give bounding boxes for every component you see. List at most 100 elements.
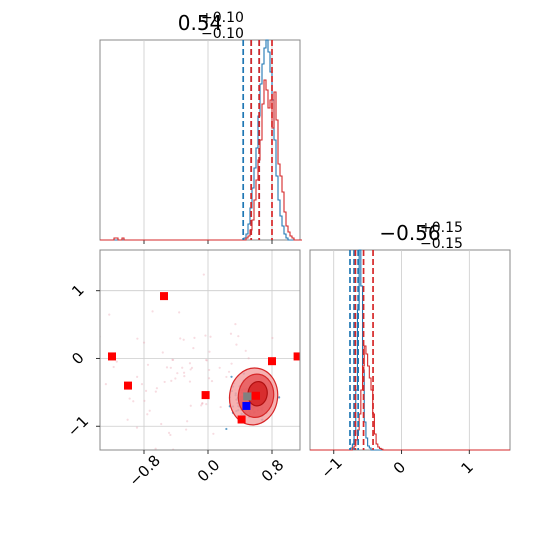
sample-point-pink <box>220 459 222 461</box>
sample-point-pink <box>165 467 167 469</box>
marginal-x-series-1 <box>100 79 302 241</box>
sample-point-pink <box>212 432 215 435</box>
sample-point-pink <box>227 370 231 373</box>
sample-point-pink <box>146 413 149 416</box>
sample-point-pink <box>234 323 237 326</box>
marginal-y-histograms <box>310 249 510 451</box>
marginal-y-title-minus: −0.15 <box>420 236 463 252</box>
sample-point-pink <box>161 351 164 354</box>
sample-point-pink <box>208 350 211 353</box>
sample-point-pink <box>204 358 208 362</box>
sample-point-pink <box>201 402 204 405</box>
marginal-y-frame <box>309 249 511 451</box>
joint-y-tick-label: −1 <box>64 412 92 440</box>
marker-red <box>108 352 116 361</box>
sample-point-pink <box>172 358 175 362</box>
sample-point-pink <box>165 366 169 369</box>
joint-y-ticks: −1 0 1 <box>64 281 100 440</box>
sample-point-pink <box>200 404 203 407</box>
marginal-y-grid <box>333 250 470 450</box>
marginal-x-quantile-lines <box>242 40 273 240</box>
sample-point-pink <box>136 337 139 340</box>
marginal-x-title-plus: +0.10 <box>201 10 244 26</box>
joint-x-ticks: −0.8 0.0 0.8 <box>125 450 288 490</box>
sample-point-pink <box>148 409 151 412</box>
sample-point-pink <box>209 335 212 338</box>
marker-red <box>268 357 276 366</box>
sample-point-pink <box>189 404 192 407</box>
sample-point-pink <box>140 383 144 386</box>
sample-point-pink <box>167 431 171 434</box>
sample-point-pink <box>201 401 204 405</box>
sample-point-pink <box>163 380 166 384</box>
joint-grid <box>100 250 300 450</box>
sample-point-pink <box>225 375 228 379</box>
marginal-y-title-plus: +0.15 <box>420 220 463 236</box>
sample-point-pink <box>219 405 222 409</box>
sample-point-pink <box>126 418 129 421</box>
sample-point-pink <box>182 371 186 374</box>
sample-point-pink <box>210 379 214 383</box>
sample-point-pink <box>208 368 211 372</box>
sample-point-pink <box>244 349 247 352</box>
sample-point-pink <box>108 313 111 316</box>
marker-gray <box>243 392 252 401</box>
joint-y-tick-label: 1 <box>68 281 87 300</box>
sample-point-pink <box>193 336 196 339</box>
sample-point-pink <box>181 366 184 369</box>
marginal-y-title: −0.56 <box>379 221 440 245</box>
sample-point-pink <box>183 375 186 378</box>
sample-point-pink <box>142 341 146 344</box>
sample-point-pink <box>247 357 250 360</box>
sample-point-pink <box>154 390 157 393</box>
sample-point-blue <box>230 375 233 378</box>
sample-point-pink <box>112 365 115 369</box>
sample-point-pink <box>154 447 157 450</box>
marginal-x-title-value: 0.54 <box>178 11 223 35</box>
marker-red <box>252 391 260 400</box>
sample-point-pink <box>205 359 209 362</box>
sample-point-pink <box>182 338 185 341</box>
sample-point-pink <box>128 397 131 400</box>
marginal-x-title: 0.54 <box>178 11 223 35</box>
marginal-y-x-ticks: −1 0 1 <box>317 450 477 482</box>
sample-point-pink <box>132 400 135 403</box>
marginal-x-histograms <box>100 39 302 241</box>
marginal-y-quantile-lines <box>349 250 374 450</box>
marginal-y-tick-label: −1 <box>317 454 345 482</box>
marginal-x-frame <box>99 39 301 241</box>
sample-point-pink <box>218 366 221 369</box>
sample-point-pink <box>229 332 233 335</box>
marginal-y-series-1 <box>310 345 510 451</box>
sample-point-pink <box>170 379 173 382</box>
marginal-y-title-value: −0.56 <box>379 221 440 245</box>
sample-point-blue <box>225 427 228 431</box>
joint-background <box>100 250 300 450</box>
sample-point-pink <box>178 311 181 314</box>
marginal-y-tick-label: 1 <box>457 458 476 477</box>
joint-x-tick-label: 0.0 <box>194 456 224 486</box>
marker-red <box>201 391 210 400</box>
sample-point-pink <box>135 426 139 429</box>
joint-frame <box>99 249 301 451</box>
sample-point-pink <box>179 337 182 340</box>
sample-point-pink <box>171 358 174 361</box>
sample-point-pink <box>143 399 146 402</box>
sample-point-pink <box>151 310 154 313</box>
sample-point-pink <box>3 460 5 462</box>
sample-point-pink <box>174 377 177 380</box>
sample-point-pink <box>188 362 192 365</box>
sample-point-pink <box>155 387 159 390</box>
sample-point-pink <box>115 360 118 363</box>
sample-point-pink <box>202 273 205 276</box>
marginal-x-title-minus: −0.10 <box>201 26 244 42</box>
sample-point-pink <box>190 366 194 369</box>
marker-red <box>237 415 246 424</box>
sample-point-pink <box>186 420 189 423</box>
sample-point-pink <box>104 383 107 386</box>
sample-point-pink <box>144 389 148 392</box>
joint-y-tick-label: 0 <box>68 349 87 368</box>
sample-point-blue <box>278 396 281 399</box>
sample-point-pink <box>230 362 233 365</box>
